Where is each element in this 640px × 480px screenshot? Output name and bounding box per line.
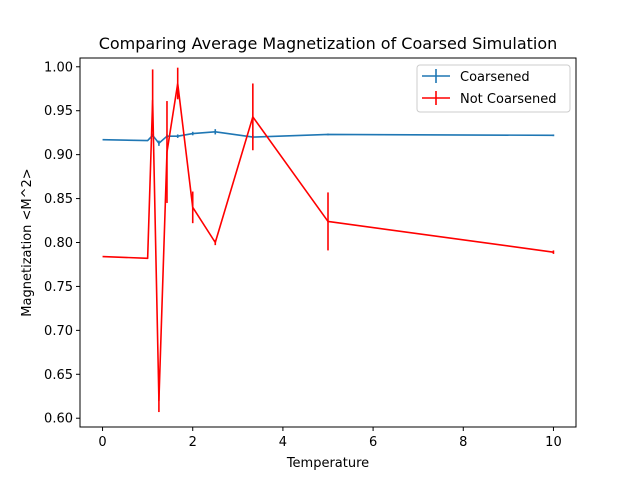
legend-label: Coarsened bbox=[460, 70, 530, 85]
y-tick-label: 0.80 bbox=[44, 236, 73, 251]
x-axis-title: Temperature bbox=[286, 456, 369, 471]
x-tick-label: 4 bbox=[279, 435, 287, 450]
series-1 bbox=[102, 67, 555, 413]
y-axis: 0.60 0.65 0.70 0.75 0.80 0.85 0.90 0.95 1.00 bbox=[44, 60, 80, 427]
plot-series bbox=[102, 67, 555, 413]
y-tick-label: 0.95 bbox=[44, 104, 73, 119]
y-tick-label: 1.00 bbox=[44, 60, 73, 75]
x-tick-label: 6 bbox=[369, 435, 377, 450]
y-tick-label: 0.70 bbox=[44, 324, 73, 339]
x-axis: 0 2 4 6 8 10 bbox=[98, 427, 562, 450]
legend: Coarsened Not Coarsened bbox=[416, 64, 571, 113]
y-tick-label: 0.60 bbox=[44, 412, 73, 427]
legend-box bbox=[416, 64, 571, 113]
y-tick-label: 0.85 bbox=[44, 192, 73, 207]
y-tick-label: 0.65 bbox=[44, 368, 73, 383]
y-tick-label: 0.90 bbox=[44, 148, 73, 163]
x-tick-label: 10 bbox=[545, 435, 562, 450]
chart-title: Comparing Average Magnetization of Coars… bbox=[99, 34, 558, 53]
y-tick-label: 0.75 bbox=[44, 280, 73, 295]
x-tick-label: 2 bbox=[189, 435, 197, 450]
legend-label: Not Coarsened bbox=[460, 92, 557, 107]
x-tick-label: 8 bbox=[459, 435, 467, 450]
x-tick-label: 0 bbox=[98, 435, 106, 450]
y-axis-title: Magnetization <M^2> bbox=[20, 168, 35, 316]
